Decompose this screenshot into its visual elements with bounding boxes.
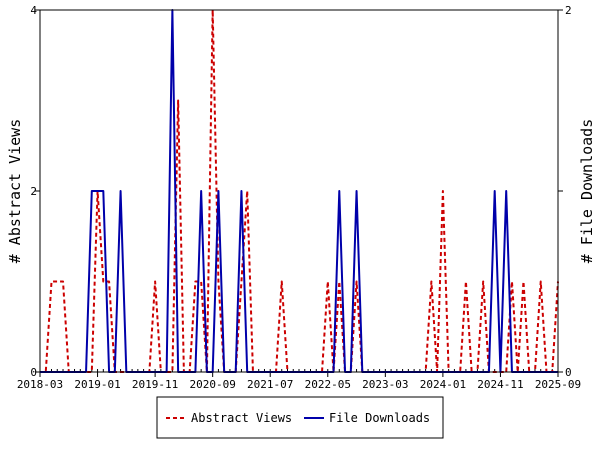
x-tick-label: 2022-05 xyxy=(305,378,351,391)
tick-labels: 2018-03 2019-01 2019-11 2020-09 2021-07 2022-… xyxy=(17,4,581,391)
y-left-tick-label: 2 xyxy=(30,185,37,198)
legend: Abstract Views File Downloads xyxy=(156,396,444,439)
right-axis-title: # File Downloads xyxy=(578,119,596,264)
x-tick-label: 2025-09 xyxy=(535,378,581,391)
x-tick-label: 2020-09 xyxy=(189,378,235,391)
x-tick-label: 2021-07 xyxy=(247,378,293,391)
x-tick-label: 2023-03 xyxy=(362,378,408,391)
left-axis-title: # Abstract Views xyxy=(6,119,24,264)
y-left-tick-label: 0 xyxy=(30,366,37,379)
y-right-tick-label: 0 xyxy=(565,366,572,379)
x-tick-label: 2024-11 xyxy=(477,378,523,391)
plot-area xyxy=(40,10,558,372)
x-tick-label: 2018-03 xyxy=(17,378,63,391)
x-tick-label: 2019-11 xyxy=(132,378,178,391)
legend-label-abstract-views: Abstract Views xyxy=(191,411,292,425)
legend-label-file-downloads: File Downloads xyxy=(329,411,430,425)
x-tick-label: 2024-01 xyxy=(420,378,466,391)
legend-box xyxy=(156,396,444,439)
y-left-tick-label: 4 xyxy=(30,4,37,17)
x-tick-label: 2019-01 xyxy=(74,378,120,391)
y-right-tick-label: 2 xyxy=(565,4,572,17)
plot-frame xyxy=(39,9,559,373)
